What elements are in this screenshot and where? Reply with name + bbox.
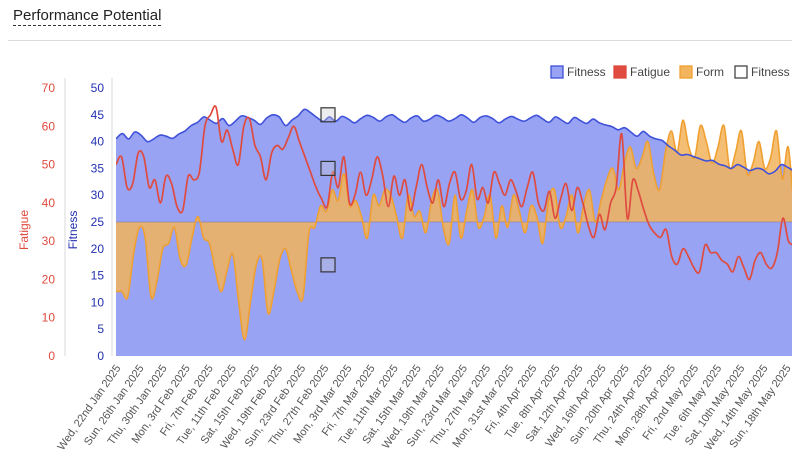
fitness-tick-label: 20 bbox=[91, 242, 105, 256]
legend-fitness-markers-swatch[interactable] bbox=[734, 65, 748, 79]
legend-form-label[interactable]: Form bbox=[696, 65, 724, 79]
fitness-tick-label: 50 bbox=[91, 81, 105, 95]
fatigue-tick-label: 60 bbox=[42, 119, 56, 133]
fatigue-tick-label: 70 bbox=[42, 81, 56, 95]
fitness-tick-label: 45 bbox=[91, 108, 105, 122]
fatigue-tick-label: 20 bbox=[42, 272, 56, 286]
fatigue-tick-label: 40 bbox=[42, 196, 56, 210]
form-baseline bbox=[116, 221, 792, 223]
legend-fitness-label[interactable]: Fitness bbox=[567, 65, 606, 79]
chart-title[interactable]: Performance Potential bbox=[13, 7, 162, 26]
fatigue-tick-label: 10 bbox=[42, 311, 56, 325]
form-line bbox=[116, 119, 792, 341]
fitness-hollow-marker bbox=[320, 160, 336, 177]
legend-fitness-markers-label[interactable]: Fitness bbox=[751, 65, 790, 79]
fitness-tick-label: 15 bbox=[91, 269, 105, 283]
fitness-tick-label: 25 bbox=[91, 215, 105, 229]
fitness-tick-label: 30 bbox=[91, 188, 105, 202]
fatigue-line bbox=[116, 105, 792, 281]
legend-fitness-swatch[interactable] bbox=[550, 65, 564, 79]
fitness-tick-label: 0 bbox=[97, 349, 104, 363]
fatigue-axis-title: Fatigue bbox=[17, 210, 31, 250]
fatigue-tick-label: 50 bbox=[42, 158, 56, 172]
legend-form-swatch[interactable] bbox=[679, 65, 693, 79]
header-divider bbox=[8, 40, 792, 41]
plot-area bbox=[116, 105, 792, 356]
chart-header: Performance Potential bbox=[0, 0, 792, 42]
legend-fatigue-label[interactable]: Fatigue bbox=[630, 65, 670, 79]
fitness-tick-label: 40 bbox=[91, 135, 105, 149]
fitness-hollow-marker bbox=[320, 107, 336, 123]
fitness-hollow-marker bbox=[320, 257, 336, 273]
legend-fatigue-swatch[interactable] bbox=[613, 65, 627, 79]
fitness-tick-label: 10 bbox=[91, 295, 105, 309]
fatigue-tick-label: 0 bbox=[48, 349, 55, 363]
fitness-tick-label: 5 bbox=[97, 322, 104, 336]
performance-chart: 0 10 20 30 40 50 60 70 0 5 10 15 20 25 30 35 40 45 50 Fatig… bbox=[17, 65, 792, 453]
fatigue-tick-label: 30 bbox=[42, 234, 56, 248]
fitness-line bbox=[116, 108, 792, 175]
fitness-tick-label: 35 bbox=[91, 161, 105, 175]
fitness-axis-title: Fitness bbox=[66, 211, 80, 250]
